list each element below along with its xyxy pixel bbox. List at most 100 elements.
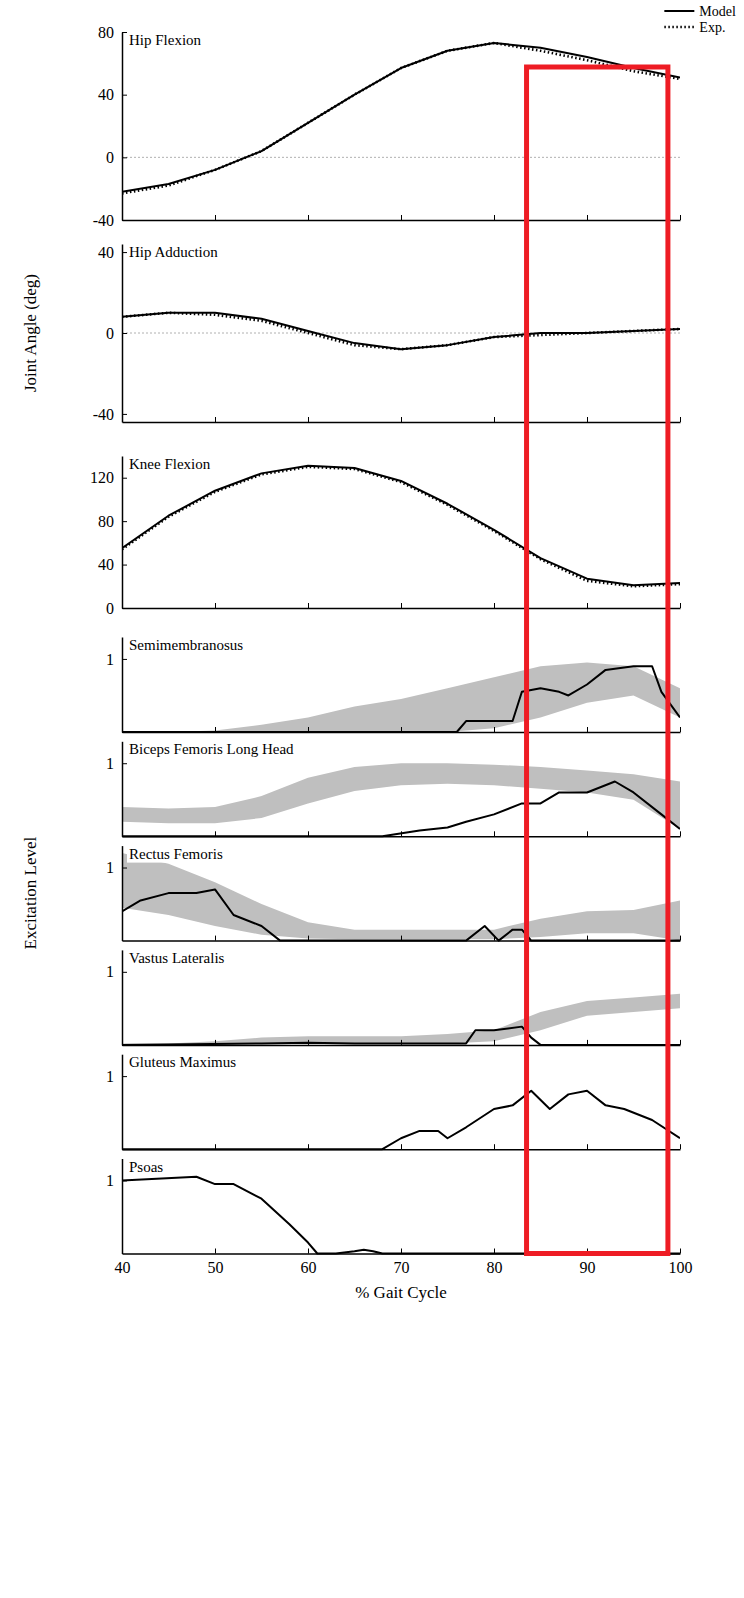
x-tick xyxy=(215,1040,216,1045)
band xyxy=(122,763,680,829)
y-tick: 80 xyxy=(98,24,127,41)
y-tick: 1 xyxy=(106,963,127,980)
x-tick-label: 40 xyxy=(115,1259,131,1276)
panel-title-group: Hip Flexion xyxy=(127,31,204,49)
x-tick xyxy=(494,1040,495,1045)
y-axis: 1 xyxy=(106,742,127,837)
y-tick-mark xyxy=(122,868,127,869)
title-patch xyxy=(127,740,296,758)
x-tick xyxy=(401,417,402,422)
title-patch xyxy=(127,636,245,654)
panel-title: Gluteus Maximus xyxy=(129,1054,236,1070)
x-tick xyxy=(587,727,588,732)
x-tick xyxy=(215,936,216,941)
x-tick: 100 xyxy=(669,1249,693,1276)
x-tick-mark xyxy=(587,727,588,732)
line xyxy=(122,467,680,586)
x-tick-label: 70 xyxy=(394,1259,410,1276)
x-tick-label: 90 xyxy=(580,1259,596,1276)
figure: -4004080Hip FlexionModelExp.-40040Hip Ad… xyxy=(0,0,744,1598)
x-tick-mark xyxy=(215,603,216,608)
y-tick-mark xyxy=(122,763,127,764)
x-axis xyxy=(123,1144,681,1150)
x-tick xyxy=(494,1144,495,1149)
x-tick-mark xyxy=(215,1249,216,1254)
y-axis-line xyxy=(122,638,124,733)
x-tick-mark xyxy=(680,1249,681,1254)
y-axis: 1 xyxy=(106,1055,127,1150)
y-axis: 1 xyxy=(106,1159,127,1254)
y-tick-mark xyxy=(122,252,127,253)
y-tick-label: 1 xyxy=(106,963,114,980)
x-tick: 50 xyxy=(208,1249,224,1276)
x-tick-mark xyxy=(215,727,216,732)
x-tick xyxy=(308,1040,309,1045)
x-tick xyxy=(494,831,495,836)
marks xyxy=(122,1177,680,1254)
x-tick-mark xyxy=(308,936,309,941)
x-tick-mark xyxy=(494,727,495,732)
x-tick-mark xyxy=(401,1040,402,1045)
chart-root: -4004080Hip FlexionModelExp.-40040Hip Ad… xyxy=(0,0,744,1598)
y-axis-line xyxy=(122,950,124,1045)
y-tick: 0 xyxy=(106,600,127,617)
x-tick-mark xyxy=(680,727,681,732)
y-tick-mark xyxy=(122,220,127,221)
x-tick-mark xyxy=(587,1040,588,1045)
panel-title: Psoas xyxy=(129,1159,163,1175)
x-tick xyxy=(401,215,402,220)
y-tick: 0 xyxy=(106,325,127,342)
y-tick-mark xyxy=(122,157,127,158)
x-tick xyxy=(401,831,402,836)
line xyxy=(122,1027,680,1045)
x-tick xyxy=(587,215,588,220)
x-tick xyxy=(587,831,588,836)
x-tick-mark xyxy=(401,727,402,732)
panel-title-group: Knee Flexion xyxy=(127,455,213,473)
x-tick xyxy=(401,603,402,608)
x-tick xyxy=(587,417,588,422)
x-tick xyxy=(680,727,681,732)
y-tick: 80 xyxy=(98,513,127,530)
marks xyxy=(122,994,680,1045)
x-tick xyxy=(308,603,309,608)
y-tick-label: 80 xyxy=(98,24,114,41)
band xyxy=(122,853,680,941)
x-tick-label: 60 xyxy=(301,1259,317,1276)
x-tick xyxy=(494,603,495,608)
x-tick xyxy=(215,727,216,732)
y-axis: -4004080 xyxy=(93,24,127,229)
x-tick xyxy=(680,215,681,220)
x-tick-mark xyxy=(308,1040,309,1045)
y-axis-line xyxy=(122,457,124,609)
marks xyxy=(122,853,680,941)
title-patch xyxy=(127,243,220,261)
y-tick: 40 xyxy=(98,556,127,573)
y-tick-label: 40 xyxy=(98,86,114,103)
y-tick: 1 xyxy=(106,1068,127,1085)
x-tick-mark xyxy=(494,1040,495,1045)
x-tick-mark xyxy=(308,727,309,732)
panel: 1 Gluteus Maximus xyxy=(106,1053,681,1150)
band xyxy=(122,994,680,1045)
y-axis: 1 xyxy=(106,638,127,733)
y-tick-mark xyxy=(122,565,127,566)
y-tick: 40 xyxy=(98,244,127,261)
x-tick xyxy=(308,727,309,732)
panel-title: Biceps Femoris Long Head xyxy=(129,741,294,757)
y-tick-label: 1 xyxy=(106,1068,114,1085)
x-axis xyxy=(123,215,681,221)
x-tick xyxy=(680,831,681,836)
x-tick xyxy=(587,1040,588,1045)
title-patch xyxy=(127,31,204,49)
panel: -4004080Hip Flexion xyxy=(93,24,681,229)
y-tick-mark xyxy=(122,972,127,973)
panel: -40040Hip AdductionJoint Angle (deg) xyxy=(21,243,681,423)
x-tick xyxy=(215,831,216,836)
marks xyxy=(122,1091,680,1149)
panel: 1Semimembranosus xyxy=(106,636,681,733)
y-axis: -40040 xyxy=(93,244,127,423)
x-axis xyxy=(123,417,681,423)
y-tick-label: 1 xyxy=(106,755,114,772)
line xyxy=(122,666,680,732)
